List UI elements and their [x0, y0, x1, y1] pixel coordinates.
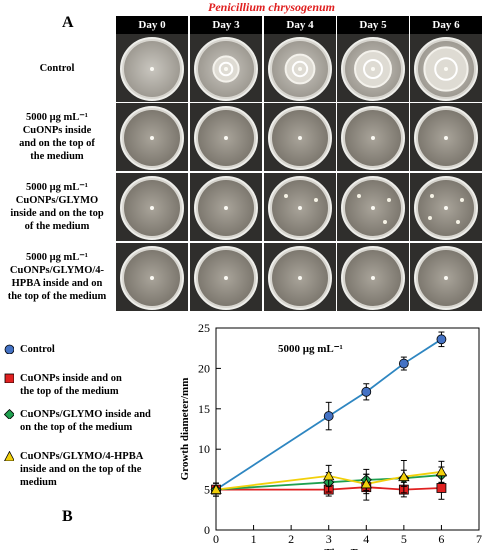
x-tick-label: 6	[438, 532, 444, 546]
data-point	[436, 334, 447, 345]
day-header: Day 5	[337, 16, 409, 34]
x-tick-label: 4	[363, 532, 369, 546]
data-point	[436, 483, 447, 493]
x-tick-label: 3	[326, 532, 332, 546]
petri-dish-photo	[337, 34, 409, 102]
x-tick-label: 7	[476, 532, 482, 546]
x-tick-label: 5	[401, 532, 407, 546]
legend-entry: CuONPs inside and on the top of the mediu…	[4, 372, 122, 398]
y-tick-label: 10	[198, 442, 210, 456]
petri-dish-photo	[264, 103, 336, 171]
petri-dish-photo	[190, 103, 262, 171]
day-header: Day 0	[116, 16, 188, 34]
y-axis-label: Growth diameter/mm	[179, 378, 191, 481]
row-label: 5000 μg mL⁻¹ CuONPs inside and on the top …	[19, 112, 95, 162]
data-point	[360, 478, 372, 489]
petri-dish-photo	[116, 173, 188, 241]
petri-dish-photo	[337, 103, 409, 171]
petri-dish-photo	[116, 34, 188, 102]
petri-dish-photo	[264, 34, 336, 102]
petri-dish-photo	[264, 173, 336, 241]
x-tick-label: 0	[213, 532, 219, 546]
petri-dish-photo	[410, 173, 482, 241]
petri-dish-photo	[264, 243, 336, 311]
data-point	[361, 386, 372, 397]
petri-dish-photo	[410, 103, 482, 171]
legend-entry: CuONPs/GLYMO/4-HPBA inside and on the top…	[4, 450, 143, 489]
legend-marker-triangle-icon	[4, 451, 14, 461]
y-tick-label: 0	[204, 523, 210, 537]
data-point	[398, 358, 409, 369]
data-point	[323, 411, 334, 421]
day-header: Day 4	[264, 16, 336, 34]
y-tick-label: 20	[198, 361, 210, 375]
x-tick-label: 1	[251, 532, 257, 546]
legend-marker-diamond-icon	[4, 409, 14, 419]
petri-dish-photo	[190, 173, 262, 241]
legend-entry: Control	[4, 343, 55, 356]
petri-dish-photo	[337, 243, 409, 311]
row-label: 5000 μg mL⁻¹ CuONPs/GLYMO inside and on th…	[10, 182, 104, 232]
legend-marker-circle-icon	[4, 344, 14, 354]
petri-dish-photo	[410, 243, 482, 311]
petri-dish-photo	[190, 34, 262, 102]
petri-dish-photo	[410, 34, 482, 102]
day-header: Day 3	[190, 16, 262, 34]
y-tick-label: 15	[198, 402, 210, 416]
data-point	[210, 483, 222, 495]
data-point	[435, 466, 448, 477]
data-point	[398, 470, 410, 482]
legend-entry: CuONPs/GLYMO inside and on the top of the…	[4, 408, 151, 434]
species-title: Penicillium chrysogenum	[208, 0, 336, 14]
x-tick-label: 2	[288, 532, 294, 546]
row-label: Control	[39, 62, 75, 74]
petri-dish-photo	[116, 103, 188, 171]
chart-title: 5000 μg mL⁻¹	[278, 343, 343, 355]
petri-dish-photo	[190, 243, 262, 311]
panel-a-label: A	[62, 14, 74, 31]
legend-marker-square-icon	[4, 373, 14, 383]
day-header: Day 6	[410, 16, 482, 34]
petri-dish-photo	[116, 243, 188, 311]
growth-chart: 0 5 10 15 20 25 0 1 2 3 4 5 6 7 Time/Day Growth diamete…	[179, 321, 482, 550]
x-axis-label: Time/Day	[324, 547, 371, 550]
plot-frame	[215, 327, 480, 531]
y-tick-label: 25	[198, 321, 210, 335]
y-tick-label: 5	[204, 483, 210, 497]
data-point	[323, 470, 335, 481]
row-label: 5000 μg mL⁻¹ CuONPs/GLYMO/4- HPBA inside a…	[7, 252, 107, 302]
petri-dish-photo	[337, 173, 409, 241]
panel-b-label: B	[62, 508, 73, 525]
